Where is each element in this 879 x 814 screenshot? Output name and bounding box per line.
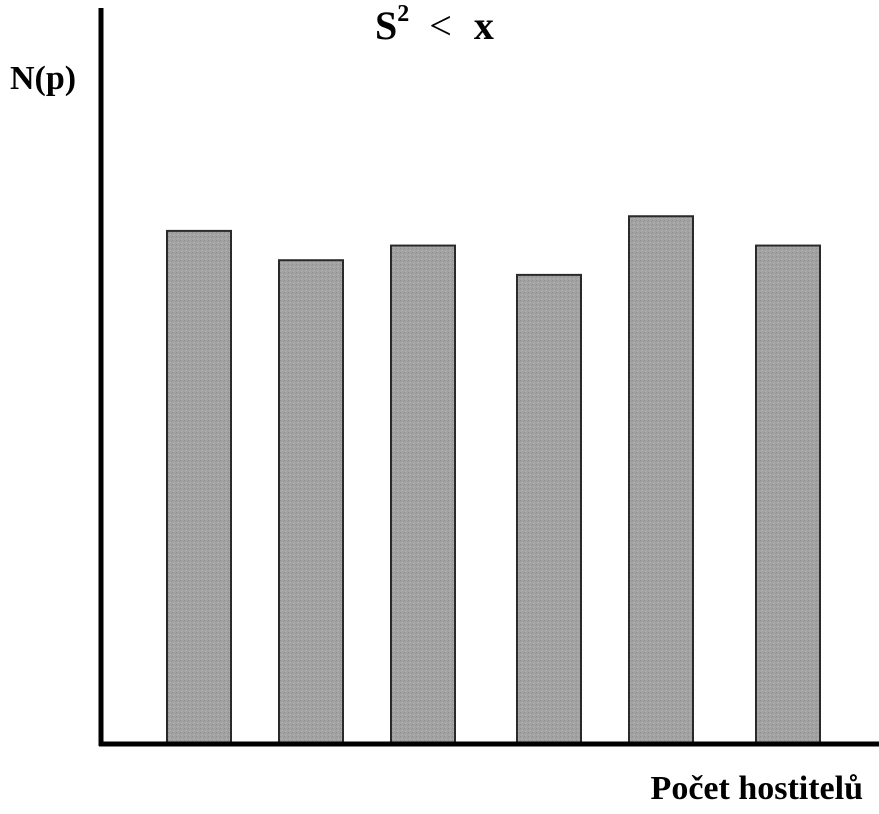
bar-2 — [278, 259, 344, 745]
bar-5 — [628, 215, 694, 746]
bar-6 — [755, 244, 821, 745]
title-operator: < — [429, 3, 452, 48]
title-exponent: 2 — [397, 1, 410, 27]
bar-3 — [390, 244, 456, 745]
chart-title: S2 < x — [375, 2, 494, 48]
y-axis-label: N(p) — [10, 60, 77, 97]
bar-1 — [166, 229, 232, 745]
bar-4 — [516, 273, 582, 745]
bars-group — [166, 215, 821, 746]
x-axis-label: Počet hostitelů — [650, 770, 863, 807]
title-rhs: x — [473, 3, 494, 48]
title-base: S — [375, 3, 398, 48]
